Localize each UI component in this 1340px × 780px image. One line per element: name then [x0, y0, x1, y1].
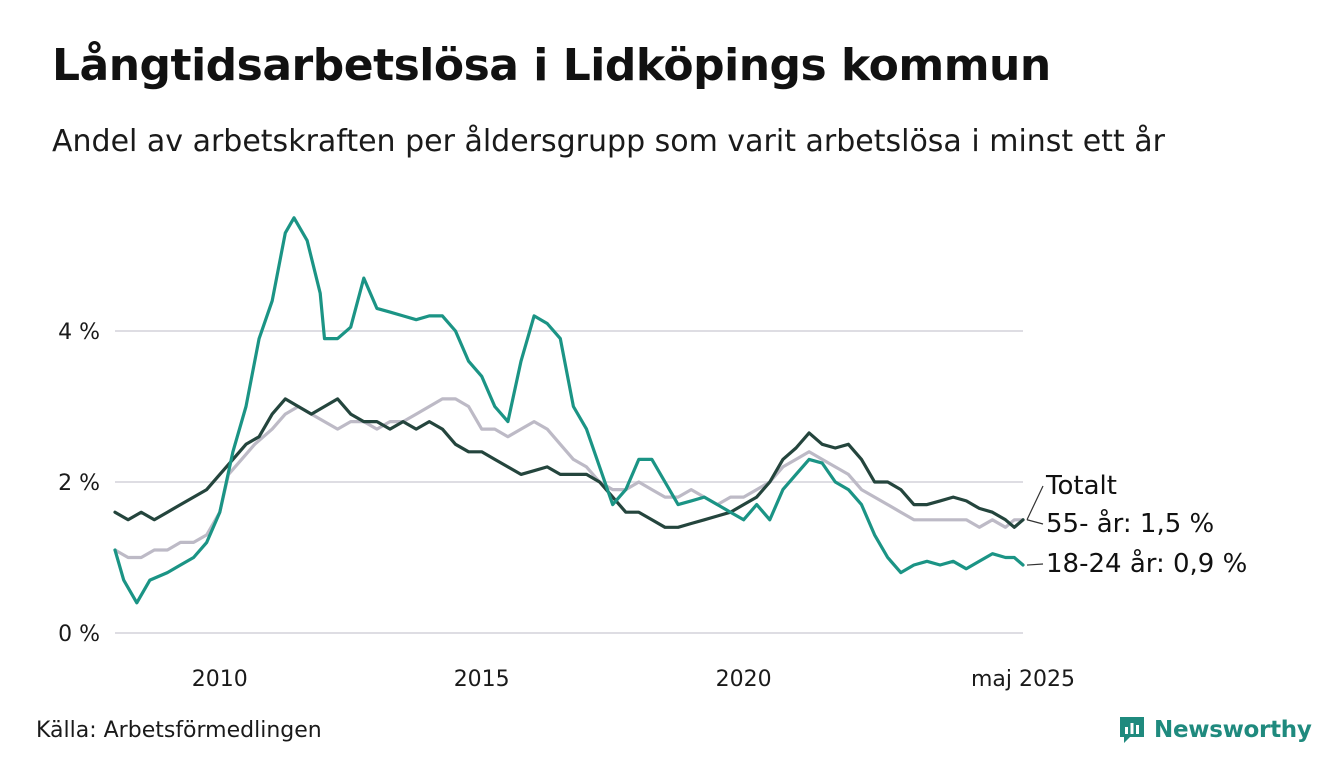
chart-subtitle: Andel av arbetskraften per åldersgrupp s… [52, 124, 1165, 159]
series-label: 55- år: 1,5 % [1046, 508, 1214, 539]
x-tick-label: maj 2025 [971, 667, 1075, 692]
newsworthy-logo-icon [1120, 717, 1144, 743]
series-label: 18-24 år: 0,9 % [1046, 548, 1247, 579]
series-line-1 [113, 397, 1025, 529]
label-leader-line [1026, 485, 1044, 521]
series-label: Totalt [1045, 471, 1117, 501]
y-tick-label: 0 % [58, 622, 100, 647]
gridlines [115, 330, 1023, 634]
series-line-0 [113, 397, 1025, 560]
label-leader-line [1026, 519, 1044, 525]
x-tick-label: 2015 [454, 667, 510, 692]
y-tick-label: 2 % [58, 471, 100, 496]
y-axis-tick-labels: 0 % 2 % 4 % [58, 320, 100, 647]
brand-logo[interactable]: Newsworthy [1118, 712, 1312, 748]
series-lines [113, 216, 1025, 605]
series-line-2 [113, 216, 1025, 605]
label-leader-line [1026, 563, 1044, 566]
x-tick-label: 2010 [192, 667, 248, 692]
y-tick-label: 4 % [58, 320, 100, 345]
series-labels: Totalt 55- år: 1,5 % 18-24 år: 0,9 % [1026, 471, 1247, 579]
brand-name: Newsworthy [1154, 717, 1312, 743]
x-axis-tick-labels: 2010 2015 2020 maj 2025 [192, 667, 1075, 692]
chart-title: Långtidsarbetslösa i Lidköpings kommun [52, 40, 1051, 91]
x-tick-label: 2020 [716, 667, 772, 692]
source-note: Källa: Arbetsförmedlingen [36, 718, 322, 743]
